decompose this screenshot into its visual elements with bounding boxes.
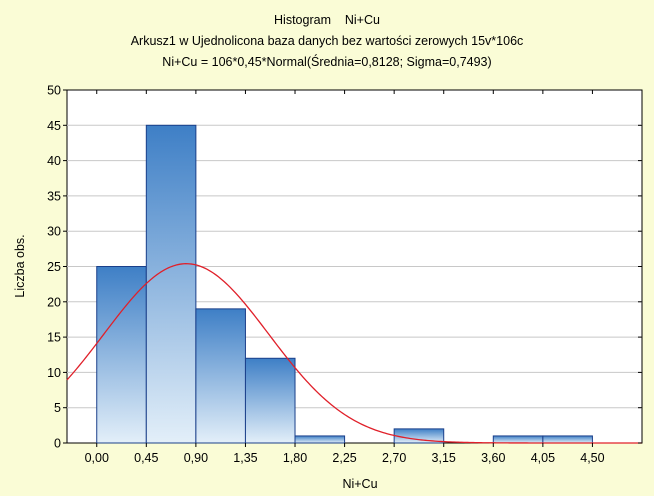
- x-tick-label: 3,15: [432, 451, 456, 465]
- histogram-bar: [294, 435, 346, 444]
- histogram-bars: [96, 124, 593, 444]
- y-tick-label: 45: [47, 119, 61, 133]
- histogram-bar: [145, 124, 197, 444]
- y-tick-label: 30: [47, 225, 61, 239]
- y-tick-label: 15: [47, 331, 61, 345]
- x-axis: 0,00 0,45 0,90 1,35 1,80 2,25 2,70 3,15 3,60 4,05…: [85, 90, 605, 465]
- chart-titles: Histogram Ni+Cu Arkusz1 w Ujednolicona b…: [0, 10, 654, 73]
- y-tick-label: 20: [47, 295, 61, 309]
- chart-title: Histogram Ni+Cu: [274, 13, 380, 27]
- x-tick-label: 1,80: [283, 451, 307, 465]
- x-tick-label: 0,45: [134, 451, 158, 465]
- x-axis-title: Ni+Cu: [342, 477, 377, 491]
- histogram-bar: [542, 435, 593, 444]
- y-tick-label: 50: [47, 84, 61, 98]
- x-tick-label: 2,25: [332, 451, 356, 465]
- y-tick-label: 25: [47, 260, 61, 274]
- y-axis-title: Liczba obs.: [13, 234, 27, 297]
- x-tick-label: 4,50: [580, 451, 604, 465]
- histogram-bar: [195, 308, 246, 444]
- normal-fit-curve: [66, 263, 642, 444]
- y-tick-label: 40: [47, 154, 61, 168]
- x-tick-label: 4,05: [531, 451, 555, 465]
- histogram-bar: [492, 435, 544, 444]
- x-tick-label: 3,60: [481, 451, 505, 465]
- chart-subtitle-1: Arkusz1 w Ujednolicona baza danych bez w…: [130, 34, 524, 48]
- x-tick-label: 2,70: [382, 451, 406, 465]
- y-tick-label: 10: [47, 366, 61, 380]
- chart-subtitle-2: Ni+Cu = 106*0,45*Normal(Średnia=0,8128; …: [162, 55, 492, 69]
- histogram-bar: [244, 357, 296, 444]
- x-tick-label: 1,35: [233, 451, 257, 465]
- y-tick-label: 0: [54, 437, 61, 451]
- y-tick-label: 35: [47, 189, 61, 203]
- x-tick-label: 0,90: [184, 451, 208, 465]
- histogram-bar: [96, 266, 147, 444]
- y-tick-label: 5: [54, 401, 61, 415]
- y-axis: 0 5 10 15 20 25 30 35 40 45 50: [47, 84, 642, 451]
- x-tick-label: 0,00: [85, 451, 109, 465]
